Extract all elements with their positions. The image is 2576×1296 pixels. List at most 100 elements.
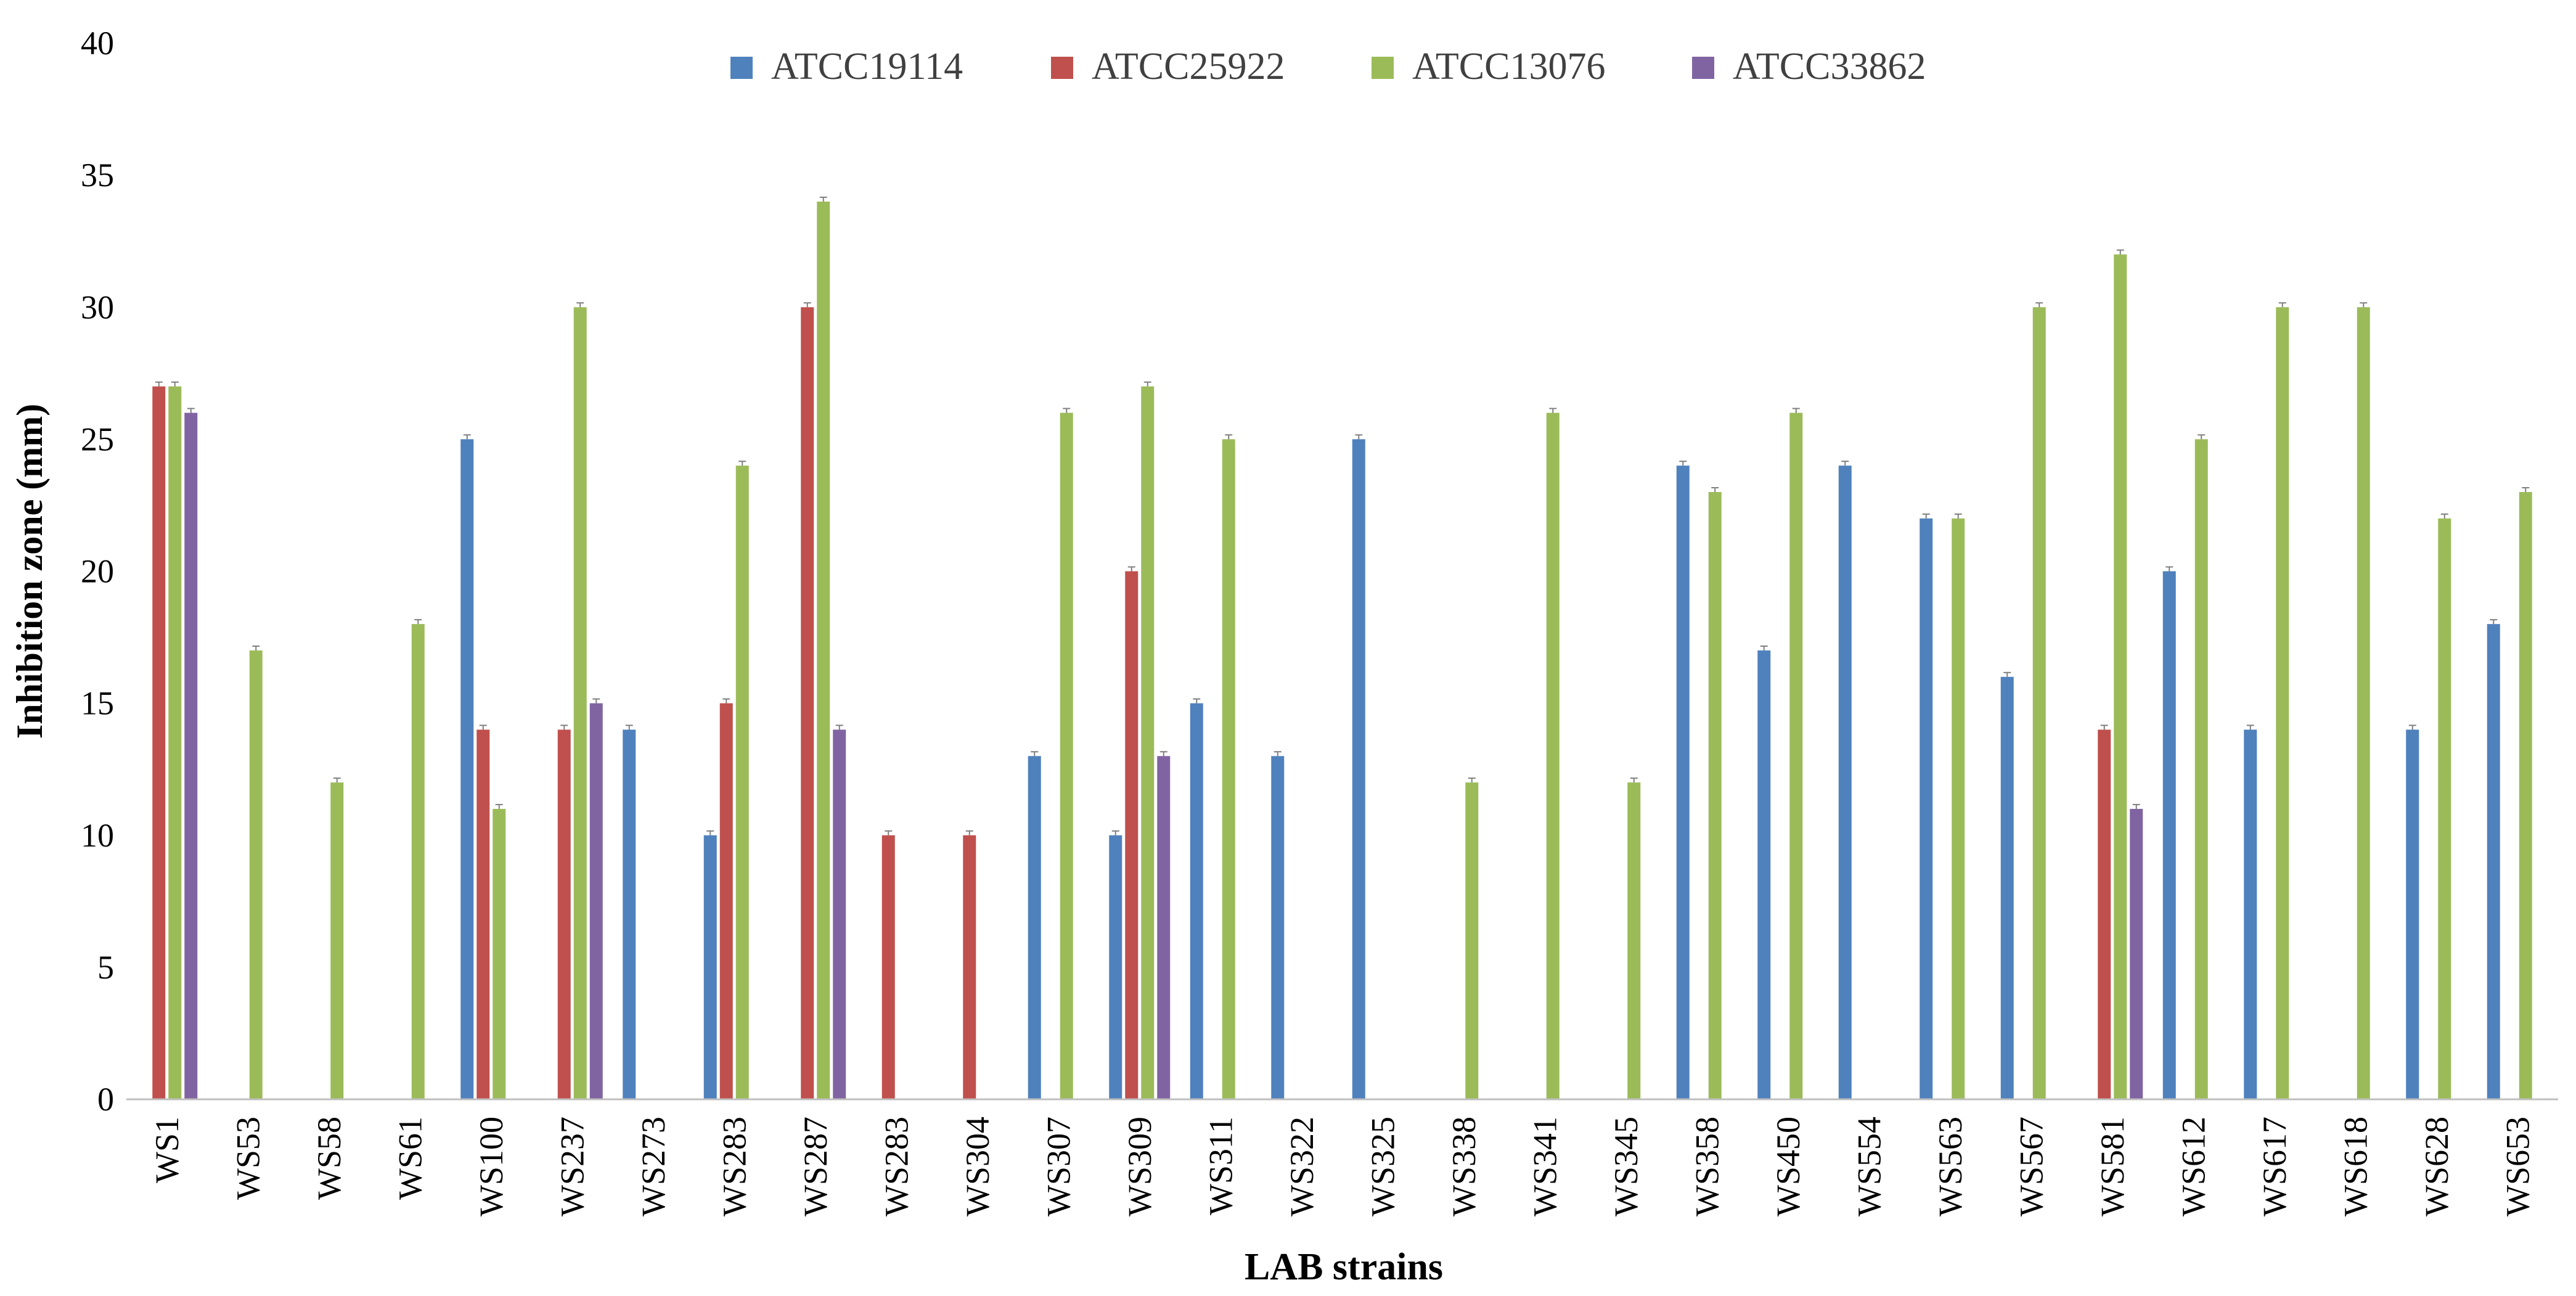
x-axis-ticks: WS1 WS53 WS58 WS61 WS100 WS237 WS273 WS283 WS287…	[149, 1117, 2537, 1216]
x-tick-label: WS554	[1850, 1117, 1887, 1216]
legend-swatch-atcc19114	[730, 57, 753, 79]
x-tick-label: WS358	[1688, 1117, 1725, 1216]
y-tick-label: 35	[81, 157, 114, 194]
x-tick-label: WS338	[1445, 1117, 1482, 1216]
bar-atcc13076-ws341	[1546, 412, 1560, 1099]
x-tick-label: WS581	[2094, 1117, 2131, 1216]
x-tick-label: WS311	[1202, 1117, 1239, 1215]
bar-atcc19114-ws567	[2000, 676, 2014, 1099]
bar-atcc19114-ws273	[623, 729, 636, 1099]
x-tick-label: WS612	[2175, 1117, 2212, 1216]
bar-atcc25922-ws309	[1125, 571, 1139, 1099]
legend-swatch-atcc33862	[1692, 57, 1714, 79]
bar-atcc19114-ws450	[1757, 650, 1771, 1099]
bar-atcc25922-ws100	[476, 729, 490, 1099]
y-tick-label: 15	[81, 685, 114, 722]
bar-atcc25922-ws1	[152, 386, 166, 1099]
bar-atcc25922-ws237	[557, 729, 571, 1099]
bar-atcc25922-ws283	[719, 703, 733, 1099]
bar-atcc13076-ws287	[817, 201, 830, 1100]
bar-atcc13076-ws628	[2438, 518, 2451, 1099]
x-tick-label: WS309	[1121, 1117, 1158, 1216]
y-tick-label: 0	[97, 1081, 114, 1118]
x-tick-label: WS304	[959, 1117, 996, 1216]
legend-label-atcc25922: ATCC25922	[1092, 46, 1285, 88]
x-tick-label: WS53	[229, 1117, 266, 1200]
x-tick-label: WS628	[2418, 1117, 2455, 1216]
x-tick-label: WS1	[149, 1117, 186, 1183]
y-tick-label: 5	[97, 949, 114, 986]
bar-atcc19114-ws325	[1352, 439, 1365, 1099]
bar-atcc19114-ws322	[1271, 756, 1285, 1099]
bar-atcc13076-ws61	[411, 624, 425, 1099]
x-tick-label: WS322	[1283, 1117, 1320, 1216]
y-tick-label: 25	[81, 420, 114, 457]
bar-atcc13076-ws358	[1708, 492, 1722, 1099]
bars	[152, 201, 2532, 1100]
bar-atcc33862-ws237	[589, 703, 603, 1099]
x-tick-label: WS345	[1608, 1117, 1645, 1216]
bar-atcc13076-ws311	[1222, 439, 1235, 1099]
bar-atcc19114-ws628	[2406, 729, 2419, 1099]
x-tick-label: WS617	[2256, 1117, 2293, 1216]
bar-atcc19114-ws554	[1838, 465, 1852, 1100]
bar-atcc19114-ws358	[1676, 465, 1690, 1100]
legend-label-atcc33862: ATCC33862	[1733, 46, 1926, 88]
bar-atcc25922-ws581	[2098, 729, 2111, 1099]
bar-atcc13076-ws581	[2114, 254, 2127, 1100]
bar-atcc19114-ws311	[1190, 703, 1203, 1099]
bar-atcc19114-ws283	[703, 835, 717, 1099]
legend-label-atcc19114: ATCC19114	[771, 46, 963, 88]
bar-atcc13076-ws100	[493, 808, 506, 1099]
bar-atcc33862-ws309	[1157, 756, 1171, 1099]
bar-atcc13076-ws237	[573, 307, 587, 1099]
y-tick-label: 40	[81, 25, 114, 62]
bar-atcc19114-ws617	[2244, 729, 2257, 1099]
x-tick-label: WS450	[1770, 1117, 1807, 1216]
bar-atcc13076-ws612	[2194, 439, 2208, 1099]
bar-atcc13076-ws563	[1952, 518, 1965, 1099]
bar-atcc19114-ws307	[1028, 756, 1041, 1099]
error-bars	[155, 196, 2530, 835]
legend-swatch-atcc13076	[1372, 57, 1394, 79]
x-tick-label: WS307	[1040, 1117, 1077, 1216]
x-tick-label: WS283	[878, 1117, 915, 1216]
x-tick-label: WS341	[1526, 1117, 1563, 1216]
x-tick-label: WS287	[797, 1117, 834, 1216]
y-tick-label: 10	[81, 817, 114, 854]
bar-atcc19114-ws612	[2162, 571, 2176, 1099]
y-axis-title: Inhibition zone (mm)	[9, 404, 50, 739]
legend-label-atcc13076: ATCC13076	[1412, 46, 1605, 88]
bar-atcc13076-ws618	[2357, 307, 2370, 1099]
bar-atcc13076-ws338	[1465, 782, 1479, 1099]
bar-atcc19114-ws100	[460, 439, 474, 1099]
x-tick-label: WS563	[1932, 1117, 1969, 1216]
bar-atcc13076-ws1	[168, 386, 182, 1099]
bar-atcc33862-ws1	[184, 412, 198, 1099]
bar-atcc19114-ws653	[2487, 624, 2500, 1099]
x-tick-label: WS283	[716, 1117, 753, 1216]
bar-atcc13076-ws58	[330, 782, 344, 1099]
x-tick-label: WS273	[635, 1117, 672, 1216]
bar-atcc13076-ws617	[2276, 307, 2289, 1099]
bar-atcc19114-ws563	[1920, 518, 1933, 1099]
bar-atcc13076-ws450	[1789, 412, 1803, 1099]
bar-atcc13076-ws283	[735, 465, 749, 1100]
bar-atcc13076-ws567	[2032, 307, 2046, 1099]
x-tick-label: WS618	[2337, 1117, 2374, 1216]
bar-atcc25922-ws287	[801, 307, 814, 1099]
legend: ATCC19114 ATCC25922 ATCC13076 ATCC33862	[730, 46, 1926, 88]
bar-atcc33862-ws287	[833, 729, 846, 1099]
bar-atcc19114-ws309	[1109, 835, 1122, 1099]
x-tick-label: WS58	[311, 1117, 348, 1200]
x-tick-label: WS653	[2499, 1117, 2536, 1216]
bar-atcc13076-ws653	[2519, 492, 2532, 1099]
bar-atcc25922-ws304	[963, 835, 976, 1099]
x-tick-label: WS237	[554, 1117, 591, 1216]
x-tick-label: WS567	[2013, 1117, 2050, 1216]
y-axis-ticks: 0 5 10 15 20 25 30 35 40	[81, 25, 114, 1118]
legend-swatch-atcc25922	[1051, 57, 1073, 79]
x-axis-title: LAB strains	[1245, 1246, 1443, 1288]
x-tick-label: WS325	[1364, 1117, 1401, 1216]
